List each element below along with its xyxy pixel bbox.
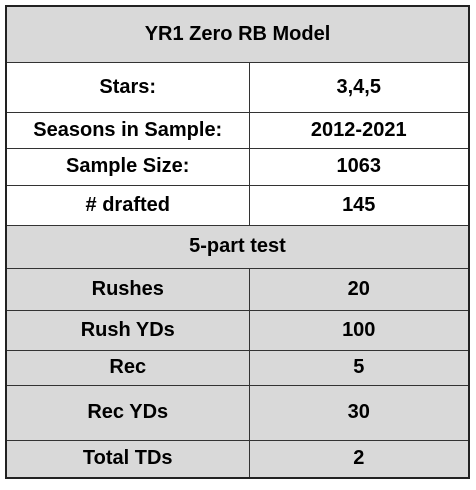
row-value: 3,4,5 bbox=[248, 61, 470, 113]
test-label: Rushes bbox=[5, 267, 250, 311]
row-value: 2012-2021 bbox=[248, 111, 470, 149]
row-label: Seasons in Sample: bbox=[5, 111, 250, 149]
table-body: YR1 Zero RB Model Stars: 3,4,5 Seasons in … bbox=[5, 5, 470, 479]
test-label: Rec bbox=[5, 349, 250, 386]
title-row: YR1 Zero RB Model bbox=[5, 5, 470, 63]
test-value: 100 bbox=[248, 309, 470, 351]
table-title: YR1 Zero RB Model bbox=[5, 5, 470, 63]
test-value: 2 bbox=[248, 439, 470, 479]
table-row: Rush YDs 100 bbox=[5, 309, 470, 351]
test-value: 30 bbox=[248, 384, 470, 441]
model-table: YR1 Zero RB Model Stars: 3,4,5 Seasons in … bbox=[5, 5, 470, 479]
row-value: 1063 bbox=[248, 147, 470, 186]
row-label: Stars: bbox=[5, 61, 250, 113]
table-row: Rec YDs 30 bbox=[5, 384, 470, 441]
table-row: Rec 5 bbox=[5, 349, 470, 386]
table-row: 5-part test bbox=[5, 224, 470, 269]
table-row: # drafted 145 bbox=[5, 184, 470, 226]
test-label: Total TDs bbox=[5, 439, 250, 479]
table-row: Seasons in Sample: 2012-2021 bbox=[5, 111, 470, 149]
test-label: Rush YDs bbox=[5, 309, 250, 351]
row-label: # drafted bbox=[5, 184, 250, 226]
row-value: 145 bbox=[248, 184, 470, 226]
table-row: Stars: 3,4,5 bbox=[5, 61, 470, 113]
test-value: 20 bbox=[248, 267, 470, 311]
table-row: Total TDs 2 bbox=[5, 439, 470, 479]
section-title: 5-part test bbox=[5, 224, 470, 269]
test-value: 5 bbox=[248, 349, 470, 386]
table-row: Rushes 20 bbox=[5, 267, 470, 311]
row-label: Sample Size: bbox=[5, 147, 250, 186]
table-row: Sample Size: 1063 bbox=[5, 147, 470, 186]
test-label: Rec YDs bbox=[5, 384, 250, 441]
